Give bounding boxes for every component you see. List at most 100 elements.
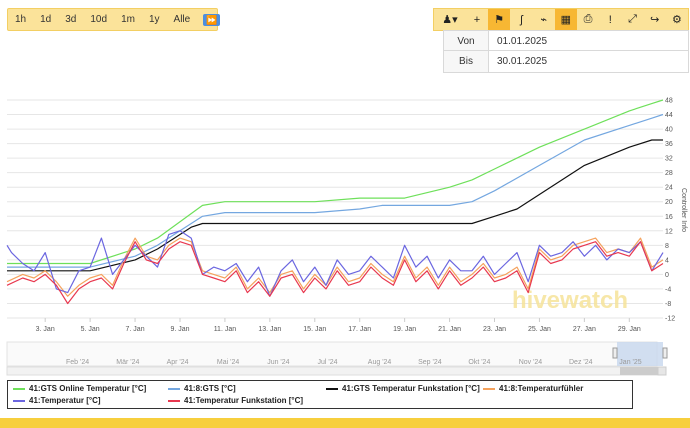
x-tick-label: 23. Jan [483, 326, 506, 333]
range-button-10d[interactable]: 10d [90, 14, 108, 25]
flag-icon[interactable]: ⚑ [488, 9, 511, 30]
series-line-3[interactable] [6, 237, 664, 297]
y-tick-label: 40 [665, 127, 673, 134]
alert-icon[interactable]: ! [608, 13, 612, 26]
legend-swatch [168, 387, 180, 390]
range-button-1h[interactable]: 1h [15, 14, 27, 25]
legend-item[interactable]: 41:Temperatur Funkstation [°C] [168, 396, 303, 405]
line-tool-icon[interactable]: ʃ [520, 13, 523, 26]
x-tick-label: 11. Jan [214, 326, 237, 333]
navigator-scrollbar[interactable] [6, 366, 658, 376]
scrollbar-right-button[interactable] [657, 366, 667, 376]
x-tick-label: 19. Jan [393, 326, 416, 333]
y-axis-title: Controller Info [680, 188, 687, 232]
x-tick-label: 5. Jan [81, 326, 100, 333]
y-tick-label: 0 [665, 272, 669, 279]
series-line-0[interactable] [7, 99, 664, 265]
legend-label: 41:Temperatur Funkstation [°C] [184, 396, 304, 405]
bis-label: Bis [444, 51, 489, 72]
von-date-field[interactable]: Von 01.01.2025 [443, 30, 689, 53]
y-tick-label: 4 [665, 257, 669, 264]
legend-swatch [483, 387, 495, 390]
x-tick-label: 29. Jan [618, 326, 641, 333]
range-selector: 1h 1d 3d 10d 1m 1y Alle ⏩ [7, 8, 221, 31]
legend-item[interactable]: 41:Temperatur [°C] [13, 396, 101, 405]
y-tick-label: -4 [665, 286, 671, 293]
navigator-month-label: Okt '24 [468, 359, 490, 366]
pan-tool-icon[interactable]: ♟▾ [442, 14, 458, 26]
y-tick-label: 44 [665, 112, 673, 119]
chart-legend: 41:GTS Online Temperatur [°C] 41:8:GTS [°… [7, 380, 633, 409]
navigator-track[interactable] [6, 341, 658, 367]
series-line-4[interactable] [6, 230, 664, 297]
y-tick-label: 24 [665, 185, 673, 192]
table-icon[interactable]: ▦ [554, 9, 577, 30]
y-tick-label: 32 [665, 156, 673, 163]
legend-item[interactable]: 41:GTS Online Temperatur [°C] [13, 384, 146, 393]
range-button-1y[interactable]: 1y [148, 14, 160, 25]
bis-input[interactable]: 30.01.2025 [489, 51, 688, 72]
footer-accent-strip [0, 418, 690, 428]
navigator-month-label: Aug '24 [368, 359, 392, 366]
legend-item[interactable]: 41:8:GTS [°C] [168, 384, 236, 393]
x-tick-label: 3. Jan [36, 326, 55, 333]
series-line-1[interactable] [7, 113, 664, 268]
bis-date-field[interactable]: Bis 30.01.2025 [443, 50, 689, 73]
legend-swatch [326, 387, 338, 390]
legend-label: 41:GTS Online Temperatur [°C] [29, 384, 147, 393]
x-tick-label: 9. Jan [170, 326, 189, 333]
x-tick-label: 25. Jan [528, 326, 551, 333]
legend-label: 41:Temperatur [°C] [29, 396, 101, 405]
legend-item[interactable]: 41:GTS Temperatur Funkstation [°C] [326, 384, 480, 393]
navigator-month-label: Dez '24 [569, 359, 593, 366]
measure-icon[interactable]: ⌁ [540, 14, 547, 26]
y-tick-label: 28 [665, 170, 673, 177]
x-tick-label: 15. Jan [303, 326, 326, 333]
series-line-5[interactable] [6, 241, 664, 305]
navigator-month-label: Apr '24 [167, 359, 189, 366]
share-icon[interactable]: ↪ [650, 14, 660, 26]
navigator-month-label: Nov '24 [519, 359, 543, 366]
y-tick-label: 48 [665, 98, 673, 105]
navigator-month-label: Jun '24 [267, 359, 289, 366]
navigator-handle-left[interactable] [612, 347, 618, 359]
legend-item[interactable]: 41:8:Temperaturfühler [483, 384, 583, 393]
y-tick-label: 20 [665, 199, 673, 206]
legend-swatch [13, 387, 25, 390]
line-chart: hivewatch 3. Jan 5. Jan 7. Jan 9. Jan 11. Ja… [6, 98, 687, 376]
series-line-2[interactable] [7, 139, 663, 272]
navigator-month-label: Sep '24 [418, 359, 442, 366]
range-button-1m[interactable]: 1m [121, 14, 135, 25]
legend-label: 41:8:GTS [°C] [184, 384, 236, 393]
navigator-handle-right[interactable] [662, 347, 668, 359]
legend-swatch [13, 399, 25, 402]
x-tick-label: 17. Jan [348, 326, 371, 333]
y-tick-label: 12 [665, 228, 673, 235]
fast-forward-icon[interactable]: ⏩ [203, 13, 221, 26]
x-tick-label: 21. Jan [438, 326, 461, 333]
x-tick-label: 27. Jan [573, 326, 596, 333]
y-tick-label: 16 [665, 214, 673, 221]
x-tick-label: 7. Jan [126, 326, 145, 333]
gear-icon[interactable]: ⚙ [672, 14, 682, 26]
legend-label: 41:GTS Temperatur Funkstation [°C] [342, 384, 480, 393]
navigator-scrollbar-thumb[interactable] [620, 367, 658, 375]
range-button-3d[interactable]: 3d [65, 14, 77, 25]
chart-toolbar: ♟▾ + ⚑ ʃ ⌁ ▦ ⎙! ⤢ ↪ ⚙ [433, 8, 689, 31]
navigator-selection[interactable] [617, 342, 663, 366]
range-button-alle[interactable]: Alle [173, 14, 191, 25]
navigator-month-label: Jul '24 [318, 359, 338, 366]
y-tick-label: 8 [665, 243, 669, 250]
legend-label: 41:8:Temperaturfühler [499, 384, 584, 393]
print-icon[interactable]: ⎙ [583, 13, 593, 25]
y-tick-label: 36 [665, 141, 673, 148]
von-label: Von [444, 31, 489, 52]
von-input[interactable]: 01.01.2025 [489, 31, 688, 52]
x-tick-label: 13. Jan [258, 326, 281, 333]
plus-icon[interactable]: + [473, 13, 481, 26]
time-navigator[interactable]: Feb '24 Mär '24 Apr '24 Mai '24 Jun '24 Jul '… [6, 341, 668, 376]
fullscreen-icon[interactable]: ⤢ [628, 13, 637, 25]
legend-swatch [168, 399, 180, 402]
range-button-1d[interactable]: 1d [40, 14, 52, 25]
navigator-month-label: Mai '24 [217, 359, 239, 366]
